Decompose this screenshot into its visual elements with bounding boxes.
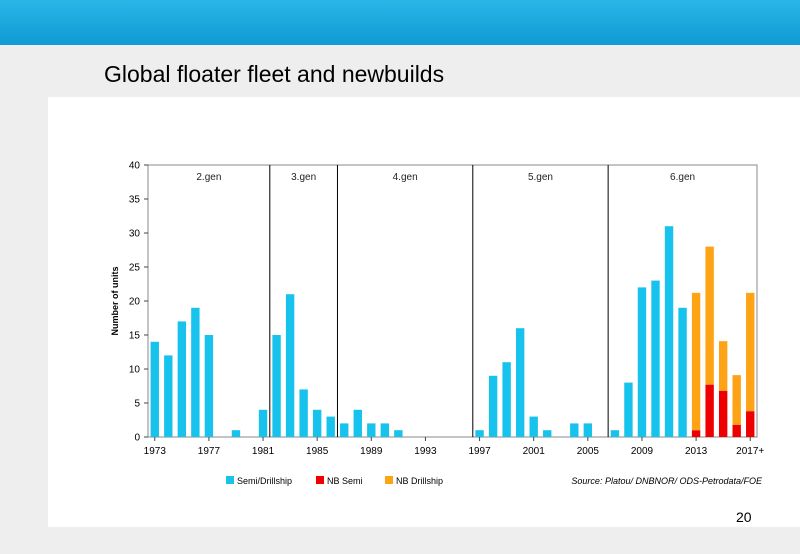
bar-semi-drillship-1986 (326, 416, 335, 437)
legend-swatch (226, 476, 234, 484)
y-tick-label: 15 (129, 331, 141, 342)
x-tick-label: 2009 (631, 446, 654, 457)
bar-semi-drillship-1990 (380, 423, 390, 437)
bar-semi-drillship-1998 (488, 375, 498, 437)
x-tick-label: 1993 (414, 446, 437, 457)
bar-nb-semi-2014 (705, 384, 714, 437)
page-number: 20 (736, 509, 752, 525)
bar-nb-semi-2016 (732, 424, 741, 437)
bar-semi-drillship-2001 (529, 416, 538, 437)
generation-label: 6.gen (670, 172, 695, 183)
bar-nb-drillship-2015 (718, 341, 728, 391)
x-tick-label: 1977 (198, 446, 221, 457)
x-tick-label: 2001 (523, 446, 546, 457)
legend-swatch (316, 476, 324, 484)
bar-nb-drillship-2017+ (746, 292, 755, 412)
bar-semi-drillship-1974 (164, 355, 173, 437)
slide-title: Global floater fleet and newbuilds (104, 61, 445, 87)
y-tick-label: 0 (134, 433, 140, 444)
x-tick-label: 2005 (577, 446, 600, 457)
bar-semi-drillship-1982 (272, 335, 281, 437)
bar-semi-drillship-1977 (204, 335, 214, 437)
x-tick-label: 1985 (306, 446, 329, 457)
generation-label: 2.gen (196, 172, 221, 183)
bar-semi-drillship-2002 (543, 430, 552, 437)
y-tick-label: 30 (129, 229, 141, 240)
header-bar (0, 0, 800, 45)
bar-semi-drillship-1997 (475, 430, 484, 437)
bar-semi-drillship-2000 (515, 328, 525, 437)
bar-semi-drillship-2004 (570, 423, 579, 437)
generation-label: 4.gen (393, 172, 418, 183)
y-tick-label: 10 (129, 365, 141, 376)
x-tick-label: 1989 (360, 446, 383, 457)
x-tick-label: 1973 (144, 446, 167, 457)
left-margin-strip (0, 97, 48, 527)
bar-nb-drillship-2013 (691, 292, 701, 431)
bar-semi-drillship-2005 (583, 423, 593, 437)
bar-semi-drillship-2012 (678, 307, 687, 437)
y-tick-label: 25 (129, 263, 141, 274)
bar-nb-semi-2017+ (746, 411, 755, 437)
y-tick-label: 5 (134, 399, 140, 410)
generation-label: 3.gen (291, 172, 316, 183)
bar-semi-drillship-1973 (150, 341, 159, 437)
bar-semi-drillship-2008 (624, 382, 633, 437)
bar-nb-drillship-2014 (705, 246, 714, 385)
x-tick-label: 2017+ (736, 446, 764, 457)
title-band (0, 45, 800, 97)
source-note: Source: Platou/ DNBNOR/ ODS-Petrodata/FO… (571, 476, 763, 486)
footer-band (0, 527, 800, 554)
y-tick-label: 35 (129, 195, 141, 206)
y-tick-label: 40 (129, 161, 141, 172)
bar-nb-semi-2015 (718, 390, 728, 437)
legend-swatch (385, 476, 393, 484)
bar-semi-drillship-1975 (177, 321, 187, 437)
bar-nb-drillship-2016 (732, 375, 741, 425)
bar-semi-drillship-2007 (610, 430, 620, 437)
legend-label: NB Drillship (396, 476, 443, 486)
bar-semi-drillship-1984 (299, 389, 308, 437)
bar-semi-drillship-1983 (285, 294, 295, 437)
bar-semi-drillship-1979 (231, 430, 241, 437)
bar-semi-drillship-1985 (312, 409, 322, 437)
y-axis-title: Number of units (110, 267, 120, 336)
legend-label: NB Semi (327, 476, 363, 486)
legend-label: Semi/Drillship (237, 476, 292, 486)
generation-label: 5.gen (528, 172, 553, 183)
x-tick-label: 1997 (468, 446, 491, 457)
bar-semi-drillship-1981 (258, 409, 268, 437)
bar-semi-drillship-1976 (191, 307, 200, 437)
bar-semi-drillship-2011 (664, 226, 674, 437)
bar-nb-semi-2013 (691, 430, 701, 437)
bar-semi-drillship-2009 (637, 287, 647, 437)
bar-semi-drillship-1988 (353, 409, 362, 437)
bar-semi-drillship-2010 (651, 280, 660, 437)
x-tick-label: 1981 (252, 446, 275, 457)
y-tick-label: 20 (129, 297, 141, 308)
x-tick-label: 2013 (685, 446, 708, 457)
bar-semi-drillship-1999 (502, 362, 511, 437)
bar-semi-drillship-1989 (367, 423, 376, 437)
bar-semi-drillship-1991 (394, 430, 403, 437)
bar-semi-drillship-1987 (340, 423, 349, 437)
